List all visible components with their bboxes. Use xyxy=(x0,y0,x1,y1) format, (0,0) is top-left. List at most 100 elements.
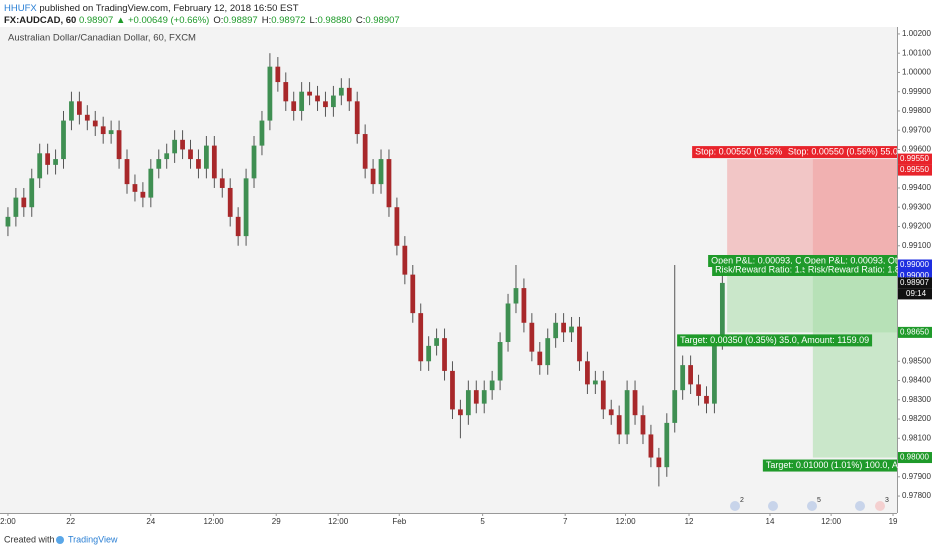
price-marker xyxy=(898,277,932,289)
y-tick-label: 0.99400 xyxy=(902,183,931,192)
x-tick-label: 12 xyxy=(685,517,694,526)
rr-label-text: Risk/Reward Ratio: 1.5 xyxy=(715,264,807,274)
candle-body xyxy=(331,95,336,108)
plot-background xyxy=(0,27,897,513)
pnl-label-text: Open P&L: 0.00093, Qt xyxy=(711,255,805,265)
candle-body xyxy=(196,159,201,169)
event-icon[interactable] xyxy=(730,501,740,511)
candle-body xyxy=(5,216,11,227)
candle-body xyxy=(267,66,273,121)
target-zone xyxy=(727,264,897,333)
price-marker-label: 0.99000 xyxy=(900,271,929,280)
candle-body xyxy=(100,126,106,135)
candle-body xyxy=(148,168,154,198)
candle-body xyxy=(680,365,686,391)
candle-body xyxy=(704,395,709,404)
candle-body xyxy=(370,168,376,185)
candle-body xyxy=(338,87,344,96)
candle-body xyxy=(13,197,19,217)
candle-body xyxy=(529,322,535,352)
event-count: 2 xyxy=(740,497,744,504)
header-line: FX:AUDCAD, 60 0.98907 ▲ +0.00649 (+0.66%… xyxy=(4,15,400,26)
candle-body xyxy=(664,422,670,468)
y-tick-label: 0.98300 xyxy=(902,395,931,404)
candle-body xyxy=(291,101,297,111)
candle-body xyxy=(577,326,582,362)
events: 2 5 3 xyxy=(730,497,889,511)
y-tick-label: 0.99100 xyxy=(902,241,931,250)
pnl-label-box xyxy=(800,254,897,267)
candle-body xyxy=(545,338,551,366)
candle-body xyxy=(688,365,693,385)
candle-body xyxy=(53,159,58,165)
price-marker xyxy=(898,153,932,165)
x-tick-label: 14 xyxy=(766,517,775,526)
candle-body xyxy=(180,139,185,150)
x-tick-label: 12:00 xyxy=(328,517,349,526)
ohlc-key: O: xyxy=(213,15,224,26)
rr-label: Risk/Reward Ratio: 1.5 xyxy=(712,263,811,276)
y-tick-label: 1.00100 xyxy=(902,48,931,57)
brand-logo xyxy=(56,536,64,544)
author[interactable]: HHUFX xyxy=(4,3,37,14)
candle-body xyxy=(569,326,574,333)
candle-body xyxy=(497,342,503,381)
candle-body xyxy=(362,134,368,169)
candle-body xyxy=(346,87,352,102)
candle-body xyxy=(211,145,217,179)
price-marker xyxy=(898,259,932,271)
ohlc-value: 0.98897 xyxy=(223,15,258,26)
stop-zone xyxy=(812,159,897,265)
candle-body xyxy=(84,114,90,121)
ohlc-value: 0.98880 xyxy=(317,15,352,26)
stop-label-box xyxy=(784,146,897,159)
event-count: 5 xyxy=(817,497,821,504)
candle-body xyxy=(712,345,717,404)
y-tick-label: 0.99700 xyxy=(902,125,931,134)
header-line: HHUFX published on TradingView.com, Febr… xyxy=(4,3,299,14)
candle-body xyxy=(204,145,209,169)
brand[interactable]: TradingView xyxy=(68,534,118,544)
y-tick-label: 0.99200 xyxy=(902,222,931,231)
candle-body xyxy=(227,187,233,217)
candle-body xyxy=(505,303,511,343)
candle-body xyxy=(164,153,170,160)
countdown-box xyxy=(898,288,932,300)
candle-body xyxy=(537,351,543,366)
y-tick-label: 1.00200 xyxy=(902,29,931,38)
price-marker-label: 0.98907 xyxy=(900,278,929,287)
footer-text: Created with xyxy=(4,534,55,544)
ohlc-key: L: xyxy=(309,15,318,26)
candle-body xyxy=(299,91,305,111)
target-label: Target: 0.00350 (0.35%) 35.0, Amount: 11… xyxy=(677,334,873,347)
price-marker-label: 0.99000 xyxy=(900,260,929,269)
candle-body xyxy=(561,322,566,333)
candle-body xyxy=(458,409,463,416)
price-marker-label: 0.98650 xyxy=(900,327,929,336)
candle-body xyxy=(116,130,122,160)
symbol: FX:AUDCAD, 60 xyxy=(4,15,77,26)
event-icon[interactable] xyxy=(768,501,778,511)
candle-body xyxy=(624,390,630,435)
event-icon[interactable] xyxy=(875,501,885,511)
ohlc-key: H: xyxy=(261,15,272,26)
candle-body xyxy=(235,216,241,237)
candle-body xyxy=(585,361,590,385)
rr-label-text: Risk/Reward Ratio: 1.8 xyxy=(808,264,900,274)
event-icon[interactable] xyxy=(855,501,865,511)
ohlc-value: 0.98907 xyxy=(365,15,400,26)
y-tick-label: 0.97800 xyxy=(902,491,931,500)
y-tick-label: 0.98400 xyxy=(902,376,931,385)
event-icon[interactable] xyxy=(807,501,817,511)
rr-label-box xyxy=(804,263,897,276)
target-label-text: Target: 0.01000 (1.01%) 100.0, Am xyxy=(766,460,906,470)
candle-body xyxy=(402,245,408,275)
pnl-label: Open P&L: 0.00093, Qt xyxy=(708,254,809,267)
candle-body xyxy=(243,178,249,237)
candle-body xyxy=(616,415,622,435)
candle-body xyxy=(608,409,614,416)
y-tick-label: 0.99600 xyxy=(902,145,931,154)
candle-body xyxy=(418,313,424,362)
